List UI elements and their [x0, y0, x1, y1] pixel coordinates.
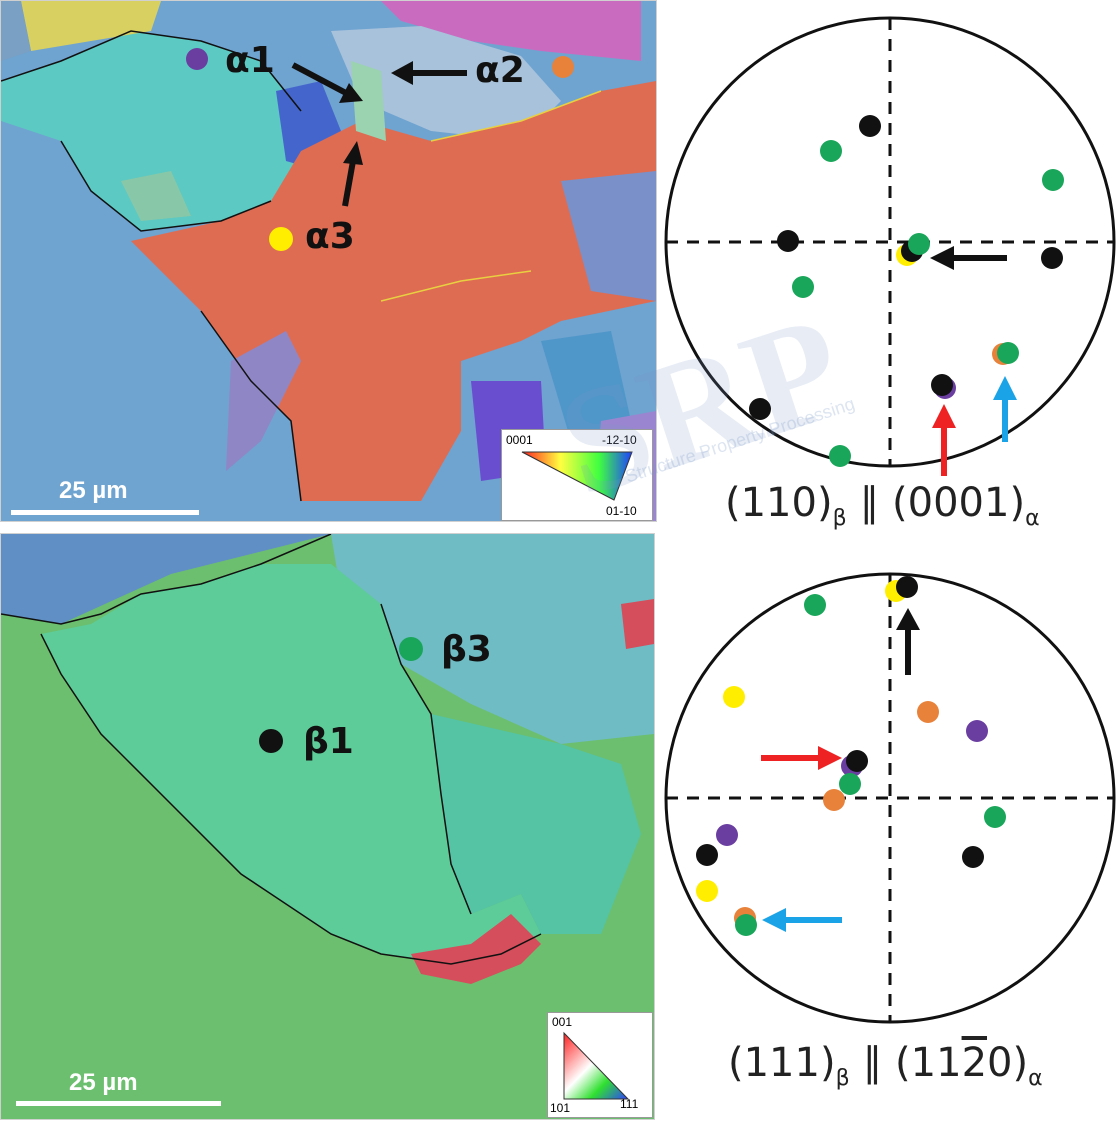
beta-ipf-legend: 001 101 111 — [547, 1012, 653, 1118]
bottom-scale-label: 25 µm — [69, 1069, 138, 1096]
pf2-red-arrow — [761, 746, 842, 770]
beta-ebsd-map: β1 β3 25 µm 001 101 111 — [0, 533, 655, 1120]
alpha-ebsd-map: α1 α2 α3 25 µm 0001 -12-10 01-10 — [0, 0, 657, 522]
pf1-black-arrow — [930, 246, 1007, 270]
top-scale-bar — [11, 510, 199, 515]
alpha1-label: α1 — [225, 40, 275, 81]
alpha-legend-0001: 0001 — [506, 433, 533, 447]
bottom-scale-bar — [16, 1101, 221, 1106]
beta-grain-map-graphic — [1, 534, 654, 1119]
beta-legend-101: 101 — [550, 1101, 571, 1115]
beta-ipf-triangle — [563, 1031, 630, 1100]
pf2-points — [696, 576, 1006, 936]
alpha3-marker — [269, 227, 293, 251]
alpha-legend-12-10: -12-10 — [602, 433, 637, 447]
alpha2-marker — [552, 56, 574, 78]
alpha-ipf-legend: 0001 -12-10 01-10 — [501, 429, 653, 521]
alpha-grain-map-graphic — [1, 1, 656, 521]
alpha-ipf-triangle — [521, 451, 633, 501]
beta-markers — [259, 637, 423, 753]
beta-legend-111: 111 — [620, 1097, 639, 1111]
pole-figure-110-0001 — [664, 16, 1116, 476]
alpha-markers — [186, 48, 574, 251]
alpha2-label: α2 — [475, 50, 525, 91]
pf2-blue-arrow — [762, 908, 842, 932]
pf1-points — [749, 115, 1064, 467]
top-scale-label: 25 µm — [59, 477, 128, 504]
beta-legend-001: 001 — [552, 1015, 573, 1029]
beta3-label: β3 — [441, 629, 492, 670]
arrow-alpha2 — [391, 61, 467, 85]
alpha-legend-01-10: 01-10 — [606, 504, 637, 518]
beta1-marker — [259, 729, 283, 753]
beta3-marker — [399, 637, 423, 661]
arrow-alpha1 — [291, 62, 363, 103]
pole-figure-111-1120 — [664, 572, 1116, 1024]
pf2-black-arrow — [896, 608, 920, 675]
arrow-alpha3 — [342, 141, 363, 207]
pf1-blue-arrow — [993, 376, 1017, 442]
pf2-caption: (111)β ∥ (1120)α — [728, 1040, 1043, 1091]
beta1-label: β1 — [303, 721, 354, 762]
alpha3-label: α3 — [305, 216, 355, 257]
alpha1-marker — [186, 48, 208, 70]
pf1-red-arrow — [932, 404, 956, 476]
pf1-caption: (110)β ∥ (0001)α — [725, 480, 1040, 531]
